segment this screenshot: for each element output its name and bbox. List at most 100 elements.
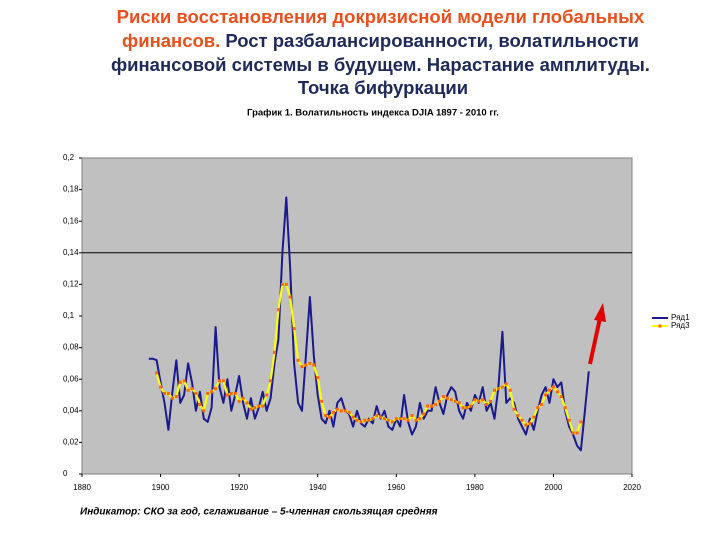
series-marker [206,391,210,395]
y-tick-label: 0,18 [63,185,79,194]
series-marker [292,327,296,331]
series-marker [579,420,583,424]
plot-area [81,157,633,475]
series-marker [438,399,441,403]
series-marker [194,391,198,395]
series-marker [493,388,496,392]
series-marker [245,401,249,405]
series-marker [296,358,300,362]
series-marker [402,417,406,421]
series-marker [221,379,225,383]
series-marker [182,379,186,383]
series-marker [257,404,261,408]
series-marker [280,282,284,286]
series-marker [261,404,265,408]
x-tick-label: 1900 [152,483,170,492]
y-tick-label: 0,12 [63,280,79,289]
series-marker [544,393,548,397]
series-marker [386,418,390,422]
series-marker [304,363,308,367]
series-marker [190,387,194,391]
series-marker [410,414,414,418]
series-marker [225,393,229,397]
series-marker [237,399,241,403]
series-marker [571,431,575,435]
series-marker [331,410,335,414]
series-marker [390,420,394,424]
series-marker [367,418,371,422]
series-marker [398,417,402,421]
series-marker [170,396,174,400]
series-marker [567,418,571,422]
series-marker [512,407,516,411]
series-marker [288,295,292,299]
title-line: Точка бифуркации [298,77,468,98]
series-marker [202,409,206,413]
series-marker [312,363,316,367]
series-marker [308,361,312,365]
series-marker [430,404,434,408]
footnote: Индикатор: СКО за год, сглаживание – 5-ч… [80,507,438,518]
series-marker [551,385,555,389]
x-tick-label: 1880 [73,483,91,492]
legend-label: Ряд1 [671,313,690,322]
series-marker [379,415,383,419]
series-marker [300,365,304,369]
series-marker [163,391,166,395]
series-marker [178,380,182,384]
series-marker [324,414,328,418]
series-marker [555,390,559,394]
y-tick-label: 0,16 [63,216,79,225]
series-marker [343,409,347,413]
chart-title: График 1. Волатильность индекса DJIA 189… [247,108,499,119]
series-marker [520,418,524,422]
y-tick-label: 0 [63,469,68,478]
series-marker [335,407,339,411]
series-marker [500,385,504,389]
series-marker [540,402,544,406]
series-marker [465,406,469,410]
series-marker [316,376,320,380]
series-marker [355,418,359,422]
series-marker [359,420,363,424]
series-marker [155,371,159,375]
series-marker [406,418,410,422]
series-marker [418,417,422,421]
series-marker [422,412,426,416]
series-marker [563,406,567,410]
series-marker [485,402,489,406]
series-marker [347,410,351,414]
series-marker [269,379,273,383]
series-marker [351,415,355,419]
slide-title: Риски восстановления докризисной модели … [111,6,655,98]
series-marker [276,308,280,312]
series-marker [375,414,379,418]
x-tick-label: 1920 [230,483,248,492]
series-marker [528,421,532,425]
series-marker [328,415,331,419]
series-marker [229,391,233,395]
series-marker [249,407,253,411]
series-marker [445,396,449,400]
series-marker [559,395,563,399]
series-marker [284,282,288,286]
series-marker [339,409,343,413]
series-marker [174,395,178,399]
series-marker [532,415,536,419]
series-marker [516,414,520,418]
series-marker [414,418,418,422]
series-marker [489,399,493,403]
series-marker [449,398,453,402]
series-marker [166,391,170,395]
title-line: финансовой системы в будущем. Нарастание… [111,54,650,75]
series-marker [320,399,324,403]
y-tick-label: 0,14 [63,248,79,257]
series-marker [508,388,512,392]
plot: 0 0,02 0,04 0,06 0,08 0,1 0,12 0,14 0,16 0,18 0,2 1… [63,153,690,492]
legend-marker [658,324,662,328]
series-marker [461,406,465,410]
legend-label: Ряд3 [671,321,690,330]
y-tick-label: 0,2 [63,153,75,162]
series-marker [481,398,485,402]
